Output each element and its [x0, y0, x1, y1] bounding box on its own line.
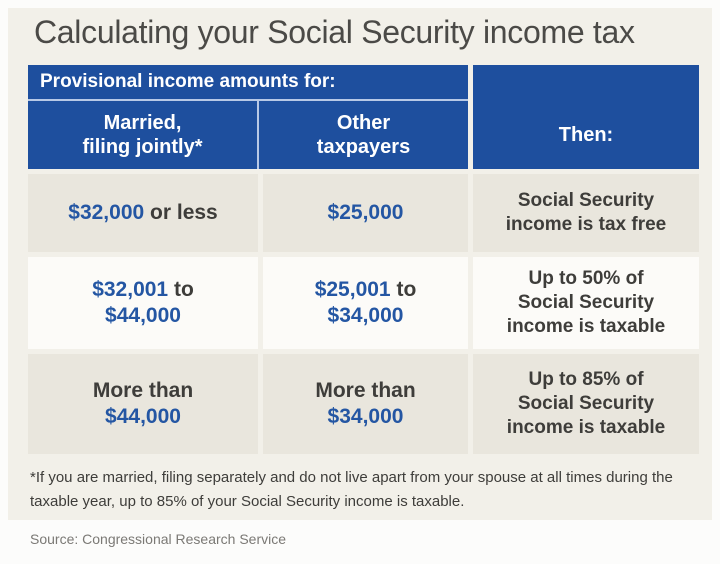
cell-text-line: Up to 50% of [528, 268, 644, 290]
cell-other-row2: $25,001 to $34,000 [263, 256, 468, 349]
cell-text-line: income is taxable [506, 416, 666, 438]
cell-then-row1: Social Security income is tax free [473, 173, 699, 252]
cell-text-line: Social Security [517, 190, 655, 212]
cell-text-line: $25,001 to [314, 278, 417, 302]
cell-text-line: $25,000 [327, 200, 404, 224]
page-title: Calculating your Social Security income … [34, 14, 635, 50]
footnote: *If you are married, filing separately a… [30, 468, 673, 510]
cell-then-row2: Up to 50% of Social Security income is tax… [473, 256, 699, 349]
infographic-panel: Calculating your Social Security income … [8, 8, 712, 520]
source-line: Source: Congressional Research Service [30, 531, 287, 547]
cell-other-row3: More than $34,000 [263, 353, 468, 454]
header-then-cell: Then: [473, 64, 699, 169]
header-group-label: Provisional income amounts for: [28, 65, 468, 101]
cell-text-line: $34,000 [327, 404, 404, 428]
cell-text-line: income is tax free [505, 213, 667, 235]
header-sub-row: Married, filing jointly* Other taxpayers [28, 100, 468, 169]
header-other-cell: Other taxpayers [316, 111, 411, 158]
cell-then-row3: Up to 85% of Social Security income is tax… [473, 353, 699, 454]
cell-text-line: income is taxable [506, 315, 666, 337]
cell-text-line: $32,000 or less [68, 200, 218, 224]
cell-married-row2: $32,001 to $44,000 [28, 256, 258, 349]
tax-table: Provisional income amounts for: Married,… [28, 64, 699, 454]
cell-text-line: More than [315, 379, 416, 403]
cell-text-line: Social Security [517, 291, 655, 313]
header-provisional-group: Provisional income amounts for: Married,… [28, 64, 468, 169]
cell-text-line: Up to 85% of [528, 369, 644, 391]
cell-text-line: $44,000 [105, 303, 181, 327]
cell-married-row3: More than $44,000 [28, 353, 258, 454]
cell-married-row1: $32,000 or less [28, 173, 258, 252]
cell-text-line: Social Security [517, 392, 655, 414]
cell-text-line: $34,000 [327, 303, 404, 327]
cell-text-line: $44,000 [105, 404, 181, 428]
cell-text-line: $32,001 to [92, 278, 194, 302]
header-married-cell: Married, filing jointly* [28, 100, 259, 169]
cell-text-line: More than [92, 379, 194, 403]
cell-other-row1: $25,000 [263, 173, 468, 252]
